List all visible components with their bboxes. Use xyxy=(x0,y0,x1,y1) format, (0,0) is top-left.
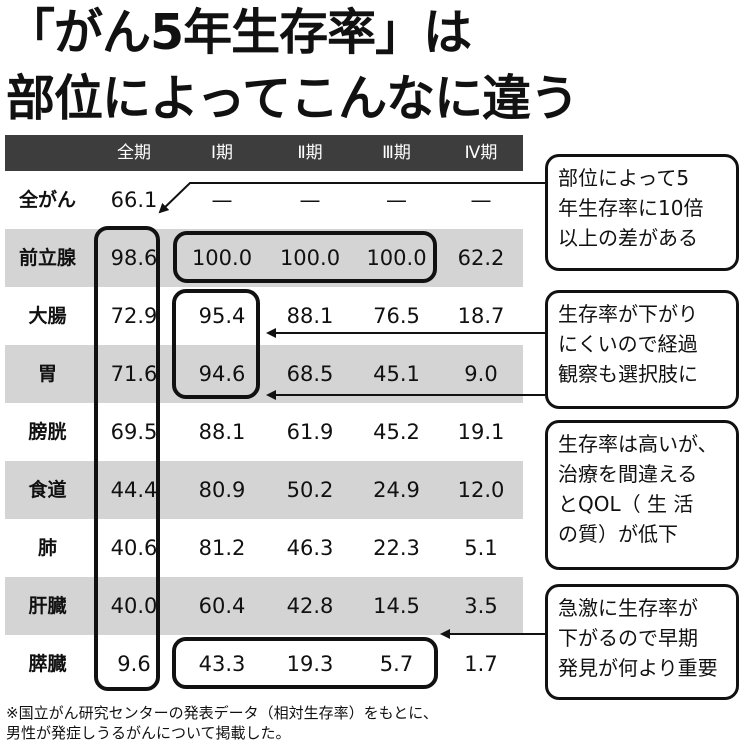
cell-stage-1: 100.0 xyxy=(191,246,253,270)
cell-stage-2: 100.0 xyxy=(279,246,341,270)
cell-stage-4: 5.1 xyxy=(464,536,498,560)
cell-stage-4: 62.2 xyxy=(457,246,505,270)
cell-stage-3: 22.3 xyxy=(373,536,420,560)
note-line: 部位によって5 xyxy=(558,166,690,190)
cell-stage-1: 95.4 xyxy=(198,304,246,328)
cell-stage-3: 14.5 xyxy=(373,594,420,618)
cell-stage-2: 61.9 xyxy=(286,420,334,444)
cell-stage-1: 81.2 xyxy=(198,536,246,560)
cell-stage-2: 50.2 xyxy=(286,478,334,502)
footnote-line2: 男性が発症しうるがんについて掲載した。 xyxy=(6,724,291,742)
footnote-line1: ※国立がん研究センターの発表データ（相対生存率）をもとに、 xyxy=(6,704,438,722)
callout-note-1: 部位によって5 年生存率に10倍 以上の差がある xyxy=(545,154,739,271)
table-header: 全期 Ⅰ期 Ⅱ期 Ⅲ期 Ⅳ期 xyxy=(5,135,523,171)
cell-all-stages: 9.6 xyxy=(117,652,151,676)
row-label: 食道 xyxy=(28,479,67,501)
note-line: 下がるので早期 xyxy=(558,626,698,650)
cell-all-stages: 72.9 xyxy=(110,304,158,328)
header-stage-3: Ⅲ期 xyxy=(382,143,411,163)
cell-stage-4: 19.1 xyxy=(457,420,505,444)
table-row: 食道 44.4 80.9 50.2 24.9 12.0 xyxy=(5,461,523,519)
highlight-box-pancreas-stage1-3 xyxy=(172,637,438,689)
cell-stage-4: 1.7 xyxy=(464,652,498,676)
cell-stage-3: 45.1 xyxy=(373,362,420,386)
row-label: 前立腺 xyxy=(18,247,76,269)
cell-stage-1: 94.6 xyxy=(198,362,246,386)
callout-note-2: 生存率が下がり にくいので経過 観察も選択肢に xyxy=(545,290,739,409)
table-row: 肺 40.6 81.2 46.3 22.3 5.1 xyxy=(5,519,523,577)
cell-all-stages: 44.4 xyxy=(110,478,158,502)
row-label: 全がん xyxy=(18,189,76,211)
note-line: 治療を間違える xyxy=(558,462,698,486)
cell-stage-3: 24.9 xyxy=(373,478,420,502)
table-row: 全がん 66.1 — — — — xyxy=(5,171,523,229)
note-line: 観察も選択肢に xyxy=(558,362,698,386)
note-line: 生存率が下がり xyxy=(558,302,698,326)
cell-stage-4: 18.7 xyxy=(457,304,505,328)
cell-stage-3: 45.2 xyxy=(373,420,420,444)
cell-stage-3: 76.5 xyxy=(373,304,420,328)
row-label: 胃 xyxy=(37,363,57,385)
cell-all-stages: 66.1 xyxy=(110,188,158,212)
row-label: 大腸 xyxy=(28,305,67,327)
highlight-box-early-stage-colon-stomach xyxy=(172,289,260,399)
cell-stage-3: 100.0 xyxy=(366,246,427,270)
row-label: 肝臓 xyxy=(28,595,67,617)
cell-all-stages: 98.6 xyxy=(110,246,158,270)
page-title-line2: 部位によってこんなに違う xyxy=(6,70,579,127)
highlight-box-all-stages-column xyxy=(94,226,160,691)
row-label: 膀胱 xyxy=(28,421,67,443)
table-row: 肝臓 40.0 60.4 42.8 14.5 3.5 xyxy=(5,577,523,635)
table-row: 大腸 72.9 95.4 88.1 76.5 18.7 xyxy=(5,287,523,345)
cell-all-stages: 40.0 xyxy=(110,594,158,618)
cell-all-stages: 71.6 xyxy=(110,362,158,386)
cell-stage-1: 43.3 xyxy=(198,652,246,676)
table-row: 膀胱 69.5 88.1 61.9 45.2 19.1 xyxy=(5,403,523,461)
note-line: 生存率は高いが、 xyxy=(558,432,718,456)
cell-stage-3: 5.7 xyxy=(379,652,414,676)
cell-all-stages: 40.6 xyxy=(110,536,158,560)
note-line: 発見が何より重要 xyxy=(558,656,718,680)
cell-stage-3: — xyxy=(386,188,407,212)
cell-stage-2: 46.3 xyxy=(286,536,334,560)
page-title-line1: 「がん5年生存率」は xyxy=(6,4,472,61)
cell-stage-2: — xyxy=(299,188,321,212)
table-row: 膵臓 9.6 43.3 19.3 5.7 1.7 xyxy=(5,635,523,693)
header-all-stages: 全期 xyxy=(117,143,151,163)
cell-stage-2: 42.8 xyxy=(286,594,334,618)
cell-all-stages: 69.5 xyxy=(110,420,158,444)
row-label: 膵臓 xyxy=(28,653,67,675)
cell-stage-2: 88.1 xyxy=(286,304,334,328)
cell-stage-4: 12.0 xyxy=(457,478,505,502)
callout-note-4: 急激に生存率が 下がるので早期 発見が何より重要 xyxy=(545,584,739,700)
cell-stage-4: 9.0 xyxy=(464,362,498,386)
cell-stage-4: — xyxy=(470,188,492,212)
note-line: にくいので経過 xyxy=(558,332,698,356)
cell-stage-4: 3.5 xyxy=(464,594,498,618)
arrow-note1-to-all-stages xyxy=(158,182,545,214)
highlight-box-prostate-stage1-3 xyxy=(173,231,437,283)
cell-stage-1: 80.9 xyxy=(198,478,246,502)
note-line: 急激に生存率が xyxy=(558,596,698,620)
note-line: とQOL（ 生 活 xyxy=(558,492,694,516)
cell-stage-1: — xyxy=(211,188,233,212)
cell-stage-1: 88.1 xyxy=(198,420,246,444)
note-line: の質）が低下 xyxy=(558,522,678,546)
row-label: 肺 xyxy=(37,537,57,559)
header-stage-1: Ⅰ期 xyxy=(210,143,233,163)
header-stage-2: Ⅱ期 xyxy=(297,143,323,163)
note-line: 年生存率に10倍 xyxy=(558,196,704,220)
table-row: 胃 71.6 94.6 68.5 45.1 9.0 xyxy=(5,345,523,403)
header-stage-4: Ⅳ期 xyxy=(464,143,498,163)
cell-stage-2: 19.3 xyxy=(286,652,334,676)
callout-note-3: 生存率は高いが、 治療を間違える とQOL（ 生 活 の質）が低下 xyxy=(545,420,739,570)
note-line: 以上の差がある xyxy=(558,226,698,250)
cell-stage-1: 60.4 xyxy=(198,594,246,618)
cell-stage-2: 68.5 xyxy=(286,362,334,386)
